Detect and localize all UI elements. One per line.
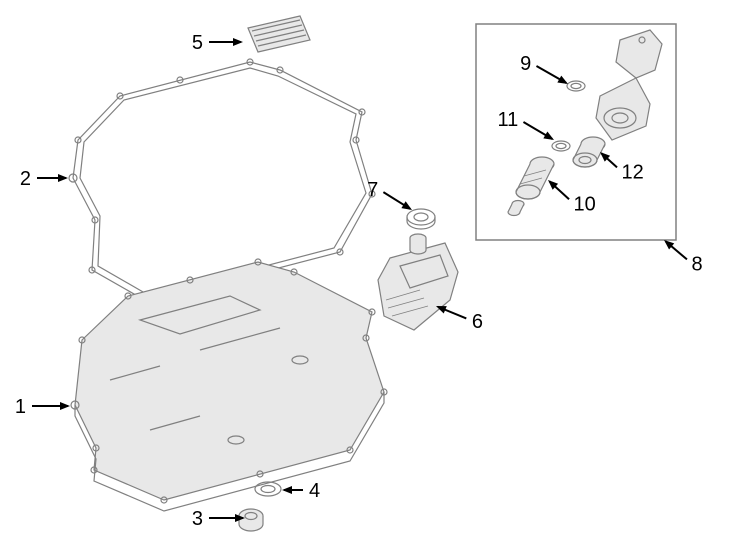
part-drain-plug: [239, 509, 263, 531]
part-gasket-upper: [69, 59, 375, 305]
callout-arrowhead: [282, 486, 292, 494]
callout-label: 2: [20, 168, 31, 190]
callout-label: 11: [498, 109, 519, 131]
callout-label: 5: [192, 32, 203, 54]
part-washer: [407, 209, 435, 229]
callout-arrowhead: [60, 402, 70, 410]
part-oring: [552, 141, 570, 151]
callout-label: 3: [192, 508, 203, 530]
part-sleeve: [573, 137, 605, 167]
callout-arrowhead: [401, 201, 412, 210]
callout-arrowhead: [233, 38, 243, 46]
part-oil-pan: [71, 259, 387, 511]
part-rect-pad: [248, 16, 310, 52]
callout-label: 4: [309, 480, 320, 502]
callout-arrowhead: [58, 174, 68, 182]
callout-label: 6: [472, 311, 483, 333]
callout-label: 7: [367, 179, 378, 201]
callout-label: 9: [520, 53, 531, 75]
part-filter-assembly: [378, 234, 458, 330]
callout-arrowhead: [557, 76, 568, 84]
part-drain-gasket: [255, 482, 281, 496]
callout-label: 10: [573, 193, 595, 215]
callout-label: 12: [621, 161, 643, 183]
part-solenoid-bracket: [596, 30, 662, 140]
callout-label: 8: [692, 253, 703, 275]
part-cartridge: [508, 157, 554, 216]
callout-arrowhead: [543, 131, 554, 140]
part-oring-small: [567, 81, 585, 91]
parts-diagram: 123456789101112: [0, 0, 734, 540]
callout-label: 1: [15, 396, 26, 418]
